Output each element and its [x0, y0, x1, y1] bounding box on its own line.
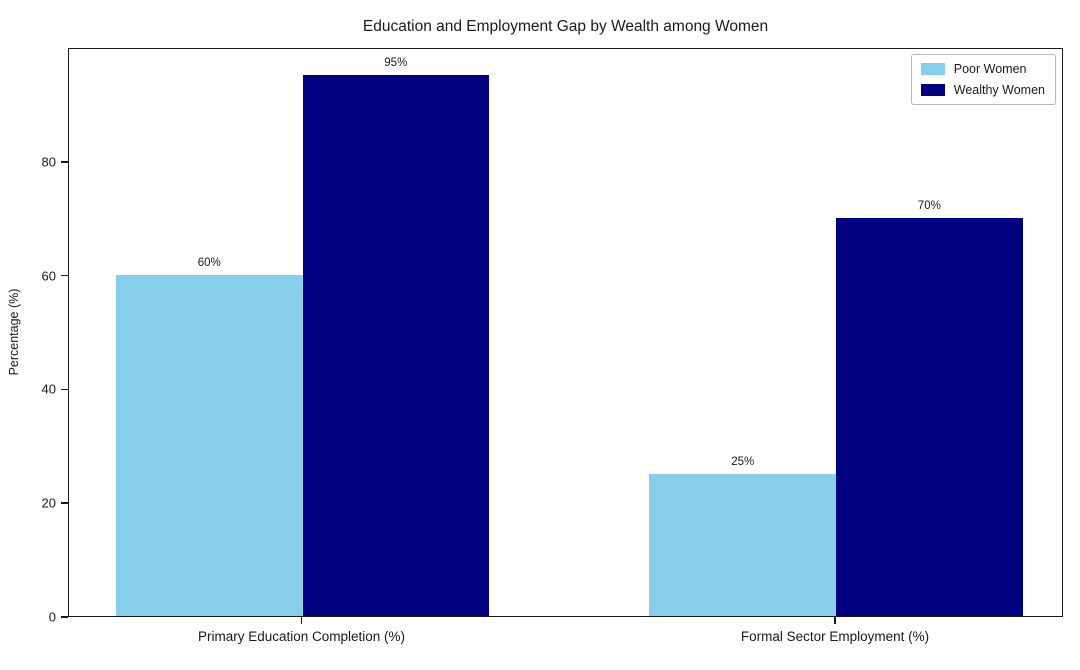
bar-value-label: 95%: [384, 57, 408, 70]
bar-value-label: 60%: [197, 256, 221, 269]
bar-wealthy-women-0: [302, 75, 490, 616]
y-tick-mark: [61, 161, 68, 163]
y-tick-mark: [61, 616, 68, 618]
y-tick-label: 60: [41, 268, 56, 284]
plot-area: 60% 95% 25% 70%: [68, 48, 1063, 617]
y-tick-mark: [61, 274, 68, 277]
y-tick-label: 40: [41, 381, 56, 397]
bar-poor-women-0: [115, 274, 303, 616]
bar-value-label: 70%: [917, 199, 941, 212]
legend-swatch-poor-women: [920, 63, 945, 75]
y-tick-mark: [61, 388, 68, 391]
x-tick-label: Primary Education Completion (%): [197, 629, 406, 644]
y-tick-label: 20: [41, 495, 56, 511]
legend-label: Wealthy Women: [953, 83, 1045, 97]
legend: Poor Women Wealthy Women: [910, 54, 1056, 105]
y-tick-label: 0: [48, 609, 56, 625]
x-tick-mark: [300, 617, 303, 624]
x-tick-mark: [834, 617, 836, 624]
bar-value-label: 25%: [731, 455, 755, 468]
legend-entry-wealthy-women: Wealthy Women: [920, 83, 1045, 97]
y-tick-label: 80: [41, 154, 56, 170]
chart-title: Education and Employment Gap by Wealth a…: [362, 18, 769, 35]
legend-label: Poor Women: [953, 62, 1027, 76]
legend-entry-poor-women: Poor Women: [920, 62, 1045, 76]
x-tick-label: Formal Sector Employment (%): [740, 629, 930, 644]
bar-wealthy-women-1: [836, 217, 1023, 616]
y-axis-label: Percentage (%): [7, 288, 21, 376]
legend-swatch-wealthy-women: [920, 84, 945, 96]
bar-poor-women-1: [649, 473, 837, 616]
y-tick-mark: [61, 502, 68, 504]
